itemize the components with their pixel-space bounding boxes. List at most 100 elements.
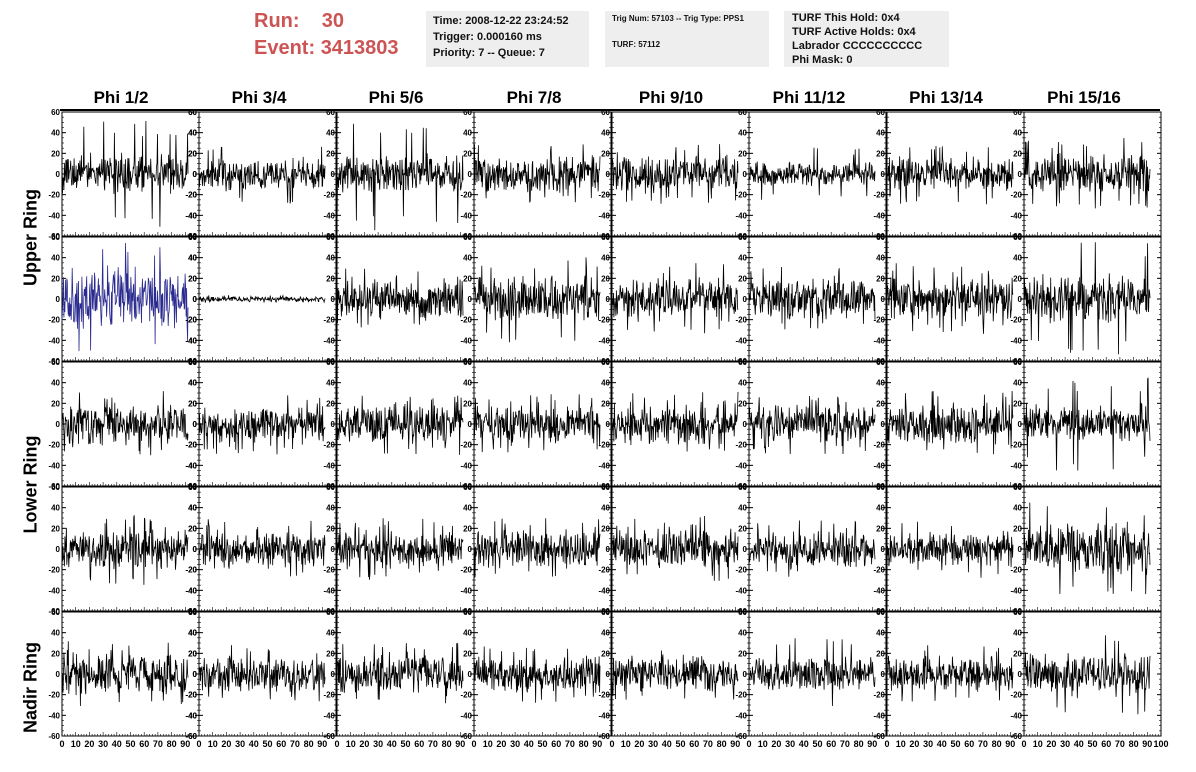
y-tick-label-left: 20 bbox=[463, 399, 472, 408]
y-tick-label-left: 20 bbox=[188, 649, 197, 658]
y-tick-label-left: -20 bbox=[48, 691, 60, 700]
y-tick-label-left: 40 bbox=[326, 629, 335, 638]
y-tick-label-right: 60 bbox=[188, 483, 197, 492]
waveform-trace bbox=[611, 391, 739, 452]
y-tick-label-left: -20 bbox=[460, 316, 472, 325]
y-tick-label-left: -20 bbox=[185, 441, 197, 450]
waveform-trace bbox=[473, 646, 601, 703]
y-tick-label-left: 60 bbox=[876, 108, 885, 117]
y-tick-label-left: -20 bbox=[873, 691, 885, 700]
waveform-trace bbox=[611, 263, 739, 334]
y-tick-label-left: 0 bbox=[468, 295, 473, 304]
x-tick-label: 30 bbox=[98, 739, 108, 749]
y-tick-label-left: -60 bbox=[48, 607, 60, 616]
x-tick-label: 30 bbox=[373, 739, 383, 749]
y-tick-label-left: 0 bbox=[606, 170, 611, 179]
turf-active-holds-text: TURF Active Holds: 0x4 bbox=[792, 26, 916, 38]
y-tick-label-left: 60 bbox=[326, 608, 335, 617]
y-tick-label-left: 40 bbox=[463, 379, 472, 388]
x-tick-label: 10 bbox=[896, 739, 906, 749]
x-tick-label: 40 bbox=[799, 739, 809, 749]
waveform-trace bbox=[886, 521, 1014, 578]
y-tick-label-left: 0 bbox=[193, 420, 198, 429]
y-tick-label-left: -20 bbox=[323, 566, 335, 575]
y-tick-label-left: 20 bbox=[188, 524, 197, 533]
column-title-phi-7-8: Phi 7/8 bbox=[506, 88, 562, 107]
y-tick-label-left: 20 bbox=[601, 399, 610, 408]
y-tick-label-right: 0 bbox=[193, 670, 198, 679]
waveform-panel-r2-c0: -60 -60 -40 -40 -20 -20 0 0 20 20 40 40 60 60 bbox=[48, 358, 200, 491]
y-tick-label-left: 60 bbox=[876, 483, 885, 492]
y-tick-label-right: 20 bbox=[188, 149, 197, 158]
waveform-trace bbox=[748, 266, 876, 330]
y-tick-label-right: -40 bbox=[185, 336, 197, 345]
y-tick-label-left: -20 bbox=[48, 441, 60, 450]
y-tick-label-left: 0 bbox=[468, 545, 473, 554]
y-tick-label-left: 0 bbox=[606, 545, 611, 554]
y-tick-label-left: -20 bbox=[873, 316, 885, 325]
y-tick-label-left: 0 bbox=[743, 295, 748, 304]
waveform-trace bbox=[336, 268, 464, 328]
y-tick-label-left: -40 bbox=[735, 336, 747, 345]
x-tick-label: 10 bbox=[483, 739, 493, 749]
y-tick-label-right: 20 bbox=[188, 399, 197, 408]
y-tick-label-left: 60 bbox=[738, 608, 747, 617]
y-tick-label-left: 0 bbox=[331, 545, 336, 554]
y-tick-label-left: 40 bbox=[188, 629, 197, 638]
x-tick-label: 50 bbox=[675, 739, 685, 749]
y-tick-label-right: -40 bbox=[185, 211, 197, 220]
y-tick-label-left: -20 bbox=[735, 441, 747, 450]
y-tick-label-left: -20 bbox=[598, 316, 610, 325]
y-tick-label-left: -40 bbox=[323, 586, 335, 595]
y-tick-label-left: 0 bbox=[743, 545, 748, 554]
y-tick-label-left: -40 bbox=[735, 711, 747, 720]
waveform-trace bbox=[748, 395, 876, 455]
y-tick-label-left: 60 bbox=[463, 358, 472, 367]
x-tick-label: 40 bbox=[249, 739, 259, 749]
y-tick-label-left: 20 bbox=[876, 524, 885, 533]
y-tick-label-left: -60 bbox=[323, 732, 335, 741]
y-tick-label-left: -60 bbox=[185, 732, 197, 741]
y-tick-label-left: -60 bbox=[735, 732, 747, 741]
y-tick-label-left: -20 bbox=[460, 691, 472, 700]
y-tick-label-left: 0 bbox=[881, 670, 886, 679]
y-tick-label-left: -20 bbox=[735, 691, 747, 700]
y-tick-label-left: 20 bbox=[738, 149, 747, 158]
y-tick-label-left: 60 bbox=[463, 608, 472, 617]
y-tick-label-right: -20 bbox=[185, 191, 197, 200]
y-tick-label-left: 60 bbox=[876, 358, 885, 367]
y-tick-label-left: 0 bbox=[331, 670, 336, 679]
y-tick-label-left: 0 bbox=[743, 170, 748, 179]
labrador-text: Labrador CCCCCCCCCC bbox=[792, 40, 923, 52]
x-tick-label: 50 bbox=[400, 739, 410, 749]
y-tick-label-left: 40 bbox=[51, 129, 60, 138]
x-tick-label: 0 bbox=[471, 739, 476, 749]
y-tick-label-left: 60 bbox=[51, 608, 60, 617]
time-info-box: Time: 2008-12-22 23:24:52 Trigger: 0.000… bbox=[426, 11, 589, 67]
y-tick-label-left: 20 bbox=[1013, 149, 1022, 158]
x-tick-label: 70 bbox=[565, 739, 575, 749]
y-tick-label-left: 0 bbox=[606, 670, 611, 679]
y-tick-label-left: 20 bbox=[463, 149, 472, 158]
y-tick-label-left: 0 bbox=[193, 170, 198, 179]
y-tick-label-left: 60 bbox=[51, 233, 60, 242]
x-tick-label: 50 bbox=[812, 739, 822, 749]
y-tick-label-left: 20 bbox=[601, 524, 610, 533]
x-tick-label: 50 bbox=[537, 739, 547, 749]
y-tick-label-right: 0 bbox=[193, 420, 198, 429]
y-tick-label-left: -20 bbox=[598, 191, 610, 200]
y-tick-label-left: -20 bbox=[735, 566, 747, 575]
y-tick-label-left: 0 bbox=[468, 420, 473, 429]
y-tick-label-left: 20 bbox=[326, 399, 335, 408]
y-tick-label-left: 40 bbox=[601, 629, 610, 638]
y-tick-label-left: 20 bbox=[463, 524, 472, 533]
